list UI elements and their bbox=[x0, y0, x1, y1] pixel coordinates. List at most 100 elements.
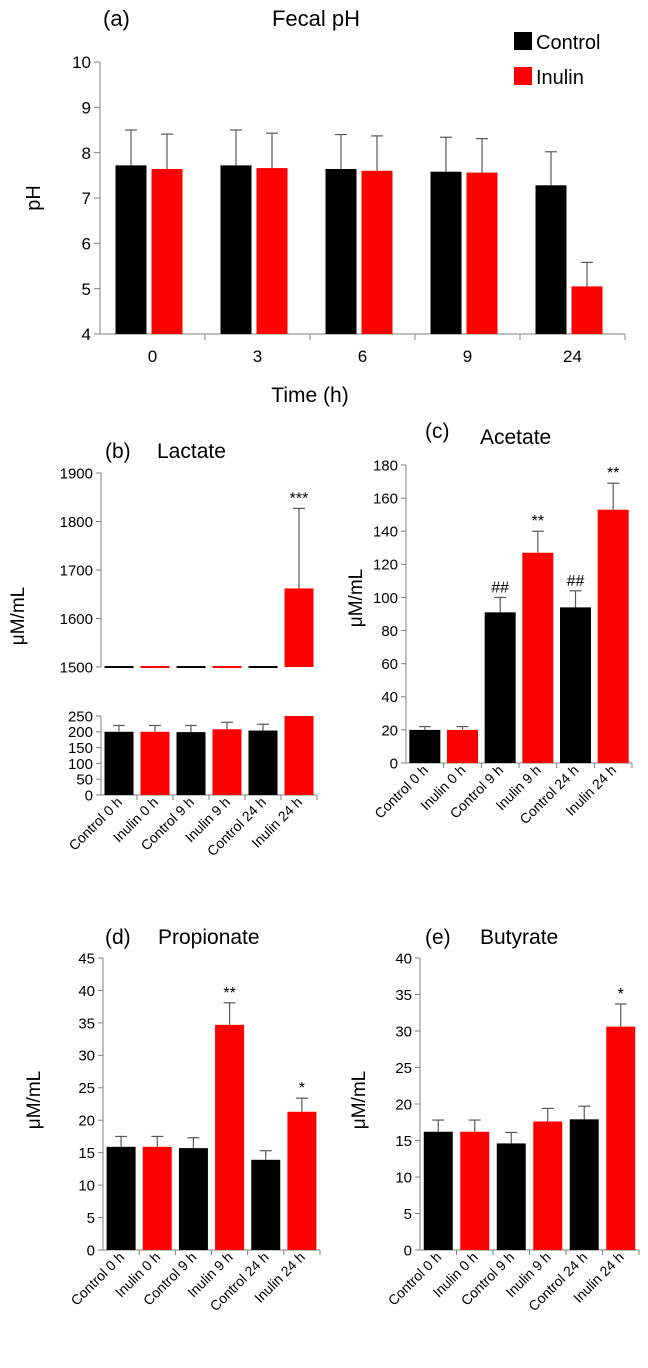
panel-d-bar bbox=[142, 1146, 172, 1250]
legend-inulin-label: Inulin bbox=[536, 67, 584, 89]
panel-d-ytick-label: 45 bbox=[78, 950, 95, 967]
panel-c-ytick-label: 180 bbox=[373, 457, 398, 474]
panel-c-ytick-label: 100 bbox=[373, 590, 398, 607]
panel-e-ytick-label: 30 bbox=[395, 1023, 412, 1040]
panel-b-lower-ytick-label: 100 bbox=[68, 756, 93, 773]
panel-d-bar bbox=[287, 1111, 317, 1250]
panel-d-bar bbox=[178, 1148, 208, 1250]
panel-d-ytick-label: 35 bbox=[78, 1015, 95, 1032]
panel-c-ytick-label: 60 bbox=[381, 656, 398, 673]
panel-e-label: (e) bbox=[425, 926, 451, 949]
panel-e-ytick-label: 25 bbox=[395, 1060, 412, 1077]
panel-c-ytick-label: 160 bbox=[373, 491, 398, 508]
panel-e-ytick-label: 40 bbox=[395, 950, 412, 967]
panel-c-ylabel: μM/mL bbox=[346, 569, 367, 627]
panel-a-xtick-label: 3 bbox=[253, 347, 262, 366]
panel-e-bar bbox=[606, 1026, 636, 1250]
panel-c-xtick-label: Control 0 h bbox=[371, 762, 431, 822]
panel-c-significance-label: ## bbox=[491, 579, 509, 596]
panel-a-bar-inulin bbox=[256, 168, 288, 334]
panel-b-upper-ytick-label: 1500 bbox=[60, 659, 93, 676]
panel-a-ytick-label: 8 bbox=[82, 144, 91, 163]
panel-c-ytick-label: 0 bbox=[390, 755, 398, 772]
panel-d-bar bbox=[215, 1024, 245, 1250]
panel-b-bar bbox=[212, 729, 242, 795]
panel-b-xtick-label: Control 0 h bbox=[65, 794, 125, 854]
panel-d-ytick-label: 30 bbox=[78, 1048, 95, 1065]
panel-b-bar bbox=[284, 716, 314, 795]
panel-a-bar-control bbox=[430, 171, 462, 334]
panel-b-significance-label: *** bbox=[290, 490, 309, 507]
panel-d-bar bbox=[251, 1159, 281, 1250]
legend-inulin-swatch bbox=[514, 67, 532, 85]
panel-e-bar bbox=[533, 1121, 563, 1250]
panel-e-ytick-label: 35 bbox=[395, 987, 412, 1004]
panel-a-title: Fecal pH bbox=[272, 6, 360, 31]
panel-b-lower-ytick-label: 0 bbox=[85, 787, 93, 804]
panel-d-ylabel: μM/mL bbox=[24, 1071, 45, 1129]
panel-d-bar bbox=[106, 1146, 136, 1250]
panel-d-ytick-label: 40 bbox=[78, 983, 95, 1000]
panel-e-ylabel: μM/mL bbox=[349, 1071, 370, 1129]
panel-a-xtick-label: 6 bbox=[358, 347, 367, 366]
panel-d-label: (d) bbox=[105, 926, 131, 949]
panel-a-bar-control bbox=[535, 185, 567, 334]
panel-b-lower-ytick-label: 200 bbox=[68, 724, 93, 741]
panel-a-bar-inulin bbox=[466, 172, 498, 334]
panel-c-bar bbox=[447, 729, 478, 763]
panel-d-ytick-label: 20 bbox=[78, 1113, 95, 1130]
panel-c-significance-label: ** bbox=[607, 465, 619, 482]
panel-d-ytick-label: 10 bbox=[78, 1178, 95, 1195]
panel-c: (c) Acetate μM/mL 0 20 40 60 80 100 120 140 160 1… bbox=[346, 420, 633, 827]
panel-e-ytick-label: 5 bbox=[404, 1206, 412, 1223]
panel-b-bar-upper bbox=[284, 588, 314, 667]
panel-a-xtick-label: 9 bbox=[463, 347, 472, 366]
panel-b-lower-ytick-label: 150 bbox=[68, 740, 93, 757]
panel-e-significance-label: * bbox=[618, 986, 624, 1003]
panel-a-ytick-label: 5 bbox=[82, 280, 91, 299]
panel-d-significance-label: * bbox=[299, 1080, 305, 1097]
panel-d-ytick-label: 25 bbox=[78, 1080, 95, 1097]
panel-b-bar bbox=[176, 732, 206, 795]
panel-e: (e) Butyrate μM/mL 0 5 10 15 20 25 30 35 40 Contr… bbox=[349, 926, 640, 1314]
panel-e-ytick-label: 20 bbox=[395, 1096, 412, 1113]
panel-c-ytick-label: 20 bbox=[381, 722, 398, 739]
panel-a-label: (a) bbox=[103, 6, 130, 31]
panel-b-bar bbox=[104, 731, 134, 795]
panel-a-ytick-label: 10 bbox=[72, 53, 91, 72]
panel-c-bar bbox=[522, 552, 554, 763]
panel-d-significance-label: ** bbox=[223, 985, 235, 1002]
panel-d-xtick-label: Control 0 h bbox=[67, 1249, 127, 1309]
panel-a-bar-inulin bbox=[571, 286, 603, 334]
panel-a-ytick-label: 4 bbox=[82, 325, 91, 344]
panel-a-xlabel: Time (h) bbox=[271, 384, 348, 407]
panel-b-upper-ytick-label: 1900 bbox=[60, 465, 93, 482]
panel-a-bar-control bbox=[325, 168, 357, 334]
panel-a-ylabel: pH bbox=[23, 185, 45, 211]
panel-c-ytick-label: 120 bbox=[373, 557, 398, 574]
panel-a-ytick-label: 9 bbox=[82, 98, 91, 117]
panel-b-lower-ytick-label: 250 bbox=[68, 708, 93, 725]
panel-a: (a) Fecal pH Time (h) pH Control Inulin … bbox=[23, 6, 626, 407]
panel-b-upper-ytick-label: 1800 bbox=[60, 514, 93, 531]
panel-a-bar-control bbox=[220, 165, 252, 334]
panel-b-upper-ytick-label: 1600 bbox=[60, 611, 93, 628]
panel-b-title: Lactate bbox=[157, 440, 226, 463]
panel-e-bar bbox=[423, 1131, 453, 1250]
panel-c-title: Acetate bbox=[480, 426, 551, 449]
panel-b: (b) Lactate μM/mL 1500 1600 1700 1800 1900 05… bbox=[8, 440, 318, 859]
panel-b-label: (b) bbox=[105, 440, 131, 463]
panel-b-lower-ytick-label: 50 bbox=[76, 772, 93, 789]
panel-c-bar bbox=[409, 729, 441, 763]
panel-e-bar bbox=[460, 1131, 490, 1250]
panel-c-significance-label: ## bbox=[567, 573, 585, 590]
panel-a-ytick-label: 6 bbox=[82, 234, 91, 253]
panel-c-significance-label: ** bbox=[532, 513, 544, 530]
panel-b-bar bbox=[140, 731, 170, 795]
panel-c-bar bbox=[597, 509, 629, 763]
panel-a-ytick-label: 7 bbox=[82, 189, 91, 208]
